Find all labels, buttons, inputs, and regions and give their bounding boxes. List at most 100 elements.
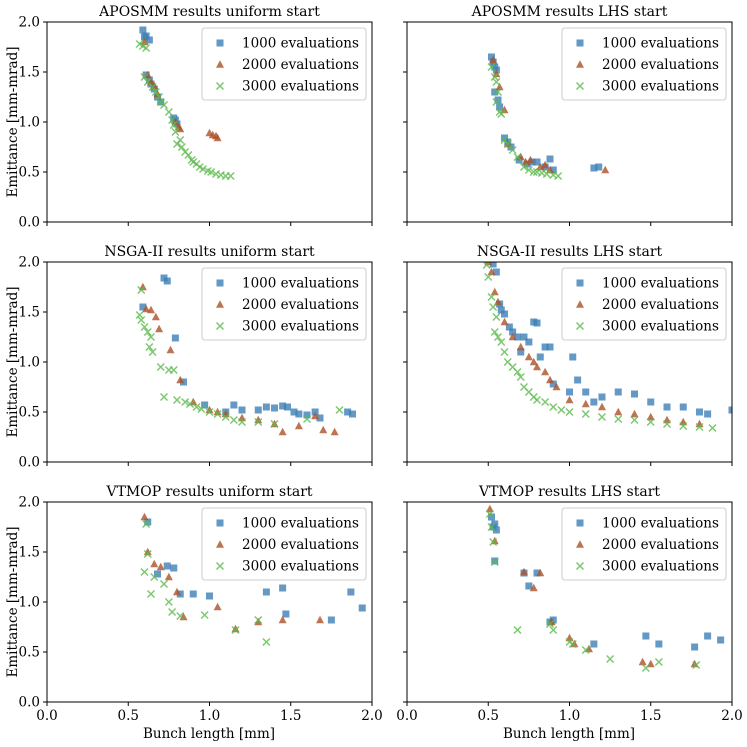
legend-label: 1000 evaluations [242,276,359,292]
data-point [497,337,506,347]
legend-marker [216,60,224,68]
panel-0: APOSMM results uniform start 0.0 0.5 1.0 1.5… [19,4,373,231]
data-point [549,625,558,635]
data-point [536,162,545,171]
data-point [525,338,533,346]
legend-marker [216,279,224,287]
data-point [142,519,151,529]
data-point [492,69,501,78]
data-point [200,610,209,620]
data-point [173,587,181,596]
data-point [213,407,222,416]
data-point [138,282,147,291]
legend-label: 1000 evaluations [602,276,719,292]
data-point [536,568,545,577]
data-point [541,397,550,407]
data-point [516,342,525,351]
x-tick-label: 1.0 [199,708,220,724]
legend-marker [576,39,584,47]
data-point [335,405,344,415]
panel-5: VTMOP results LHS start 0.0 0.5 1.0 1.5 2.0 10… [396,484,742,724]
data-point [487,62,496,72]
data-point [679,403,687,411]
data-point [302,414,312,424]
legend-marker [575,81,585,91]
data-point [513,625,522,635]
legend: 1000 evaluations 2000 evaluations 3000 eva… [201,27,367,101]
x-tick-label: 0.5 [478,708,499,724]
y-axis-label-row-2: Emittance [mm-mrad] [5,526,21,677]
x-axis-label-right: Bunch length [mm] [503,726,635,742]
data-point [654,657,663,667]
data-point [501,310,508,318]
data-point [516,372,525,382]
x-tick-label: 0.5 [118,708,139,724]
data-point [226,171,235,181]
legend-marker [575,561,585,571]
data-point [545,619,555,629]
data-point [642,632,650,640]
data-point [520,567,528,576]
data-point [254,617,263,626]
data-point [497,109,506,119]
data-point [549,616,557,624]
y-tick-label: 0.0 [19,455,40,471]
legend-label: 2000 evaluations [602,537,719,553]
data-point [491,88,499,96]
data-point [532,395,542,405]
data-point [606,654,615,664]
data-point [549,166,557,174]
data-point [552,382,561,391]
y-tick-label: 0.0 [19,215,40,231]
data-point [489,55,498,64]
data-point [278,427,287,436]
data-point [529,357,538,366]
data-point [221,412,230,422]
data-point [568,639,577,649]
data-point [514,333,521,341]
data-point [347,588,355,596]
data-point [271,404,278,412]
data-point [176,124,185,133]
data-point [155,324,164,333]
legend-label: 2000 evaluations [242,297,359,313]
data-point [542,169,551,179]
data-point [492,77,501,87]
data-point [140,322,149,332]
data-point [142,304,151,313]
data-point [495,82,504,91]
legend-box [561,507,727,581]
legend-box [201,507,367,581]
data-point [358,604,366,612]
data-point [254,417,263,427]
legend: 1000 evaluations 2000 evaluations 3000 eva… [201,507,367,581]
legend: 1000 evaluations 2000 evaluations 3000 eva… [201,267,367,341]
legend-box [561,267,727,341]
data-point [150,572,159,582]
data-point [691,643,699,651]
legend-marker [576,279,584,287]
y-tick-label: 2.0 [19,255,40,271]
data-point [696,408,703,416]
data-point [614,388,622,396]
legend-box [561,27,727,101]
data-point [614,414,623,424]
data-point [492,526,500,534]
data-point [505,323,513,331]
panel-4: VTMOP results uniform start 0.0 0.5 1.0 1.5 2… [19,484,383,724]
legend-marker [576,540,584,548]
data-point [151,87,160,97]
panel-3: NSGA-II results LHS start 1000 evaluation… [403,244,733,466]
data-point [164,572,173,581]
legend-marker [576,60,584,68]
data-point [490,287,499,296]
data-point [500,105,509,114]
y-tick-label: 1.0 [19,115,40,131]
data-point [254,615,263,625]
data-point [501,134,508,142]
data-point [262,637,271,647]
data-point [140,72,149,82]
data-point [279,584,287,592]
data-point [557,405,566,415]
y-axis-label-row-0: Emittance [mm-mrad] [5,46,21,197]
